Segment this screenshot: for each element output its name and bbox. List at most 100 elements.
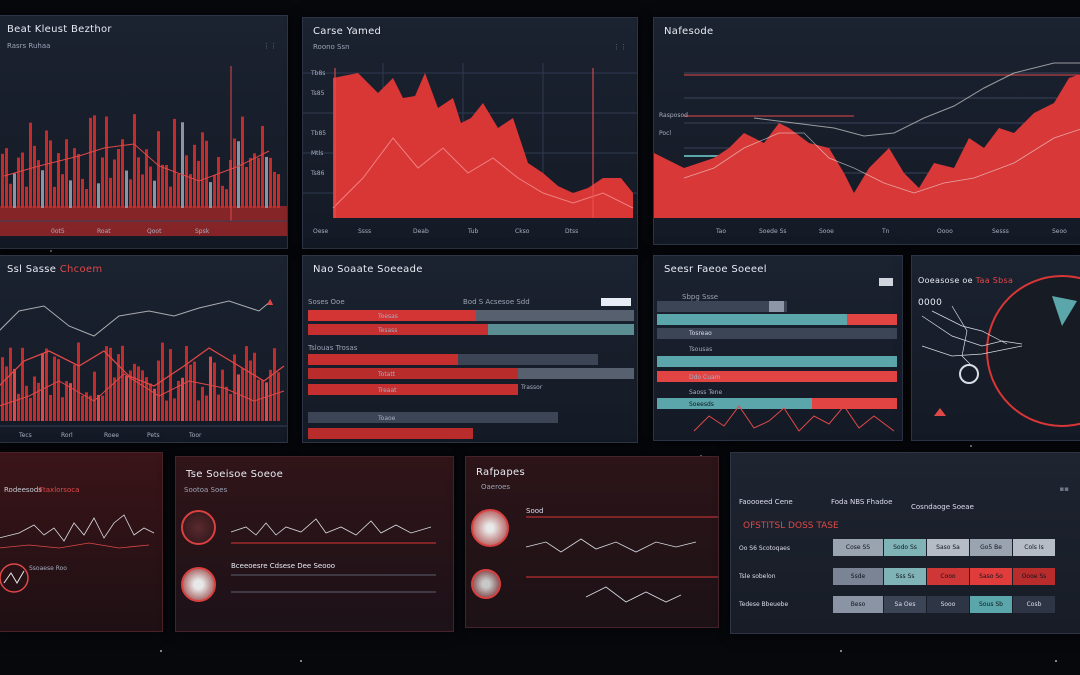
y-tick: Pocl [659, 130, 672, 137]
table-cell[interactable]: Cose SS [833, 539, 883, 556]
bar [181, 377, 184, 421]
bar [161, 164, 164, 208]
bar [185, 155, 188, 208]
tick-label: Dtss [565, 228, 579, 235]
y-tick: Mtls [311, 150, 324, 157]
panel-title: Carse Yamed [313, 26, 382, 37]
table-cell[interactable]: Beso [833, 596, 883, 613]
bar [53, 356, 56, 421]
dial-knob[interactable] [181, 567, 216, 602]
bar [165, 400, 168, 421]
menu-icon[interactable]: ▪▪ [1059, 485, 1070, 493]
menu-icon[interactable]: ⋮⋮ [263, 42, 277, 50]
table-cell[interactable]: Sodo Ss [884, 539, 926, 556]
bar [153, 388, 156, 421]
bar [657, 314, 847, 325]
table-cell[interactable]: Cols Is [1013, 539, 1055, 556]
bar [205, 395, 208, 421]
bar [1, 357, 4, 421]
line-bar-panel-4: Ssl Sasse Chcoem ▲ Tecs Rorl Roee Pets T… [0, 255, 288, 443]
y-tick: Ts86 [311, 170, 325, 177]
bar [241, 368, 244, 421]
table-cell[interactable]: Saso Sa [927, 539, 969, 556]
star [160, 650, 162, 652]
panel-subtitle: Oaeroes [481, 483, 511, 491]
table-cell[interactable]: Go5 Be [970, 539, 1012, 556]
bar [177, 380, 180, 421]
bar [157, 131, 160, 208]
bar [65, 381, 68, 421]
waveform-panel-8: Rodeesods Ftaxlorsoca Ssoaese Roo [0, 452, 163, 632]
bar [85, 392, 88, 421]
bar [57, 153, 60, 208]
bar [117, 354, 120, 421]
bar [89, 117, 92, 208]
bar [33, 145, 36, 208]
table-cell[interactable]: Sooo [927, 596, 969, 613]
bar [169, 349, 172, 421]
horizontal-bar-panel-5: Nao Soaate Soeeade Soses Ooe Bod S Acses… [302, 255, 638, 443]
bar [89, 395, 92, 421]
bar [273, 171, 276, 208]
table-cell[interactable]: Cosb [1013, 596, 1055, 613]
bar [209, 356, 212, 421]
table-cell[interactable]: Cooo [927, 568, 969, 585]
area-chart [303, 63, 637, 218]
y-tick: Ts85 [311, 90, 325, 97]
row-label: Tsle sobelon [739, 573, 776, 580]
star [970, 445, 972, 447]
table-cell[interactable]: Sa Oes [884, 596, 926, 613]
bar [33, 376, 36, 421]
table-cell[interactable]: Sous Sb [970, 596, 1012, 613]
bar [201, 132, 204, 208]
bar [261, 125, 264, 208]
bar [217, 394, 220, 421]
bar-label: Tesass [378, 327, 398, 334]
bar [153, 180, 156, 208]
bar [237, 374, 240, 421]
sensor-dial[interactable] [471, 509, 509, 547]
bar [69, 180, 72, 208]
bar [41, 353, 44, 421]
tick-label: Spsk [195, 228, 210, 235]
sparkline [693, 405, 895, 432]
bar [657, 301, 787, 312]
tick-label: Ssss [358, 228, 372, 235]
bar [5, 148, 8, 208]
bar [125, 170, 128, 208]
bar-label: Tsousas [689, 346, 713, 353]
bar [17, 393, 20, 421]
bar [61, 397, 64, 421]
bar [189, 364, 192, 421]
bar [221, 369, 224, 421]
panel-subtitle-3: Cosndaoge Soeae [911, 503, 974, 511]
panel-subtitle-2: Sood [526, 507, 544, 515]
bar [37, 382, 40, 421]
dial-knob[interactable] [181, 510, 216, 545]
sensor-panel-10: Rafpapes Oaeroes Sood [465, 456, 719, 628]
bar [458, 354, 598, 365]
bar [225, 386, 228, 421]
bar [201, 386, 204, 421]
sensor-trace [525, 516, 718, 603]
bar [93, 371, 96, 421]
bar [101, 395, 104, 421]
table-cell[interactable]: Sss Ss [884, 568, 926, 585]
bar [73, 364, 76, 421]
toggle-button[interactable] [601, 298, 631, 306]
menu-icon[interactable]: ⋮⋮ [613, 43, 627, 51]
bar [265, 382, 268, 421]
tick-label: Tn [882, 228, 890, 235]
bar [5, 366, 8, 421]
bar [193, 144, 196, 208]
table-cell[interactable]: Oooe Ss [1013, 568, 1055, 585]
bar [149, 166, 152, 208]
sensor-dial[interactable] [471, 569, 501, 599]
waveform [0, 514, 155, 593]
bar [69, 383, 72, 421]
bar [185, 345, 188, 421]
bar [29, 122, 32, 208]
expand-button[interactable] [879, 278, 893, 286]
table-cell[interactable]: Ssde [833, 568, 883, 585]
table-cell[interactable]: Saso So [970, 568, 1012, 585]
